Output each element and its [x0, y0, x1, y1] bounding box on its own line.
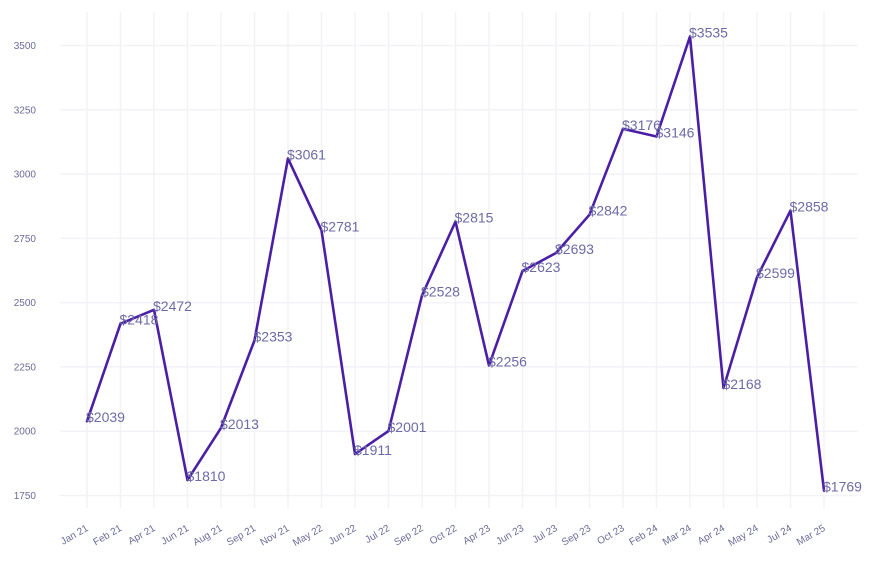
y-tick-label: 2250 — [14, 362, 37, 373]
data-label: $2039 — [86, 409, 125, 425]
x-tick-label: Jul 24 — [765, 523, 794, 546]
x-tick-label: Mar 25 — [795, 523, 828, 548]
x-tick-label: Aug 21 — [192, 523, 225, 549]
x-tick-label: Jun 23 — [494, 523, 526, 548]
data-label: $2001 — [388, 419, 427, 435]
x-axis-ticks: Jan 21 Feb 21 Apr 21 Jun 21 Aug 21 Sep 21 Nov … — [59, 523, 828, 549]
series-line — [85, 35, 826, 492]
x-tick-label: Jun 22 — [327, 523, 359, 548]
data-label: $3176 — [622, 117, 661, 133]
x-tick-label: Jul 22 — [363, 523, 392, 546]
data-label: $1810 — [187, 468, 226, 484]
data-label: $3146 — [656, 125, 695, 141]
x-tick-label: Sep 23 — [560, 523, 593, 549]
data-label: $2013 — [220, 416, 259, 432]
x-tick-label: Oct 23 — [595, 523, 626, 547]
x-tick-label: Sep 22 — [393, 523, 426, 549]
x-tick-label: Feb 24 — [628, 523, 661, 548]
data-label: $2168 — [723, 376, 762, 392]
data-label: $1769 — [823, 479, 862, 495]
x-tick-label: Apr 24 — [696, 523, 727, 547]
gridlines — [60, 12, 858, 508]
data-label: $2693 — [555, 241, 594, 257]
y-tick-label: 2750 — [14, 234, 37, 245]
y-tick-label: 3500 — [14, 41, 37, 52]
x-tick-label: Mar 24 — [661, 523, 694, 548]
data-label: $2781 — [321, 218, 360, 234]
y-tick-label: 2500 — [14, 298, 37, 309]
x-tick-label: Jun 21 — [159, 523, 191, 548]
data-labels: $2039 $2418$2472 $1810 $2013 $2353 $3061 $2781… — [86, 25, 862, 495]
data-label: $3535 — [689, 25, 728, 41]
x-tick-label: Apr 21 — [126, 523, 157, 547]
y-axis-ticks: 1750 2000 2250 2500 2750 3000 3250 3500 — [14, 41, 37, 502]
data-label: $2842 — [589, 203, 628, 219]
data-label: $3061 — [287, 146, 326, 162]
data-label: $2353 — [254, 328, 293, 344]
data-label: $2472 — [153, 298, 192, 314]
x-tick-label: Apr 23 — [461, 523, 492, 547]
data-label: $2815 — [455, 210, 494, 226]
data-label: $2418 — [120, 312, 159, 328]
y-tick-label: 3000 — [14, 170, 37, 181]
x-tick-label: May 22 — [291, 523, 325, 549]
data-label: $2528 — [421, 283, 460, 299]
y-tick-label: 2000 — [14, 427, 37, 438]
data-label: $2599 — [756, 265, 795, 281]
x-tick-label: May 24 — [727, 523, 761, 549]
x-tick-label: Jul 23 — [531, 523, 560, 546]
y-tick-label: 1750 — [14, 491, 37, 502]
x-tick-label: Sep 21 — [225, 523, 258, 549]
x-tick-label: Oct 22 — [428, 523, 459, 547]
y-tick-label: 3250 — [14, 105, 37, 116]
data-label: $1911 — [354, 442, 392, 458]
data-label: $2858 — [790, 199, 829, 215]
x-tick-label: Feb 21 — [92, 523, 125, 548]
series-line-group — [85, 35, 826, 492]
data-label: $2623 — [522, 259, 561, 275]
x-tick-label: Jan 21 — [59, 523, 91, 548]
x-tick-label: Nov 21 — [259, 523, 292, 549]
data-label: $2256 — [488, 353, 527, 369]
